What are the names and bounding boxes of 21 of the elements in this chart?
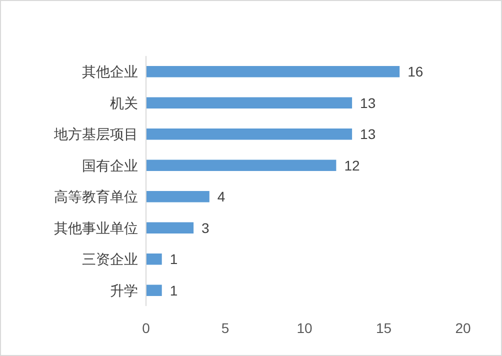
y-tick-label: 高等教育单位 [54,188,138,205]
data-label: 13 [360,94,376,111]
x-tick-label: 10 [296,320,312,336]
x-tick-label: 15 [376,320,392,336]
x-tick-label: 0 [142,320,150,336]
y-tick-label: 国有企业 [82,157,138,174]
y-tick-label: 地方基层项目 [53,126,138,142]
x-tick-label: 5 [221,320,230,336]
data-label: 13 [360,126,376,142]
data-label: 12 [344,157,360,174]
y-tick-label: 升学 [110,282,138,298]
y-tick-label: 其他企业 [82,64,138,80]
y-tick-label: 机关 [110,94,138,111]
data-label: 16 [408,64,424,80]
x-tick-label: 20 [455,320,471,336]
y-tick-label: 其他事业单位 [54,220,138,236]
data-label: 4 [217,188,226,205]
y-tick-label: 三资企业 [82,251,138,268]
data-label: 1 [170,282,178,298]
data-label: 1 [170,251,178,268]
data-label: 3 [202,220,210,236]
